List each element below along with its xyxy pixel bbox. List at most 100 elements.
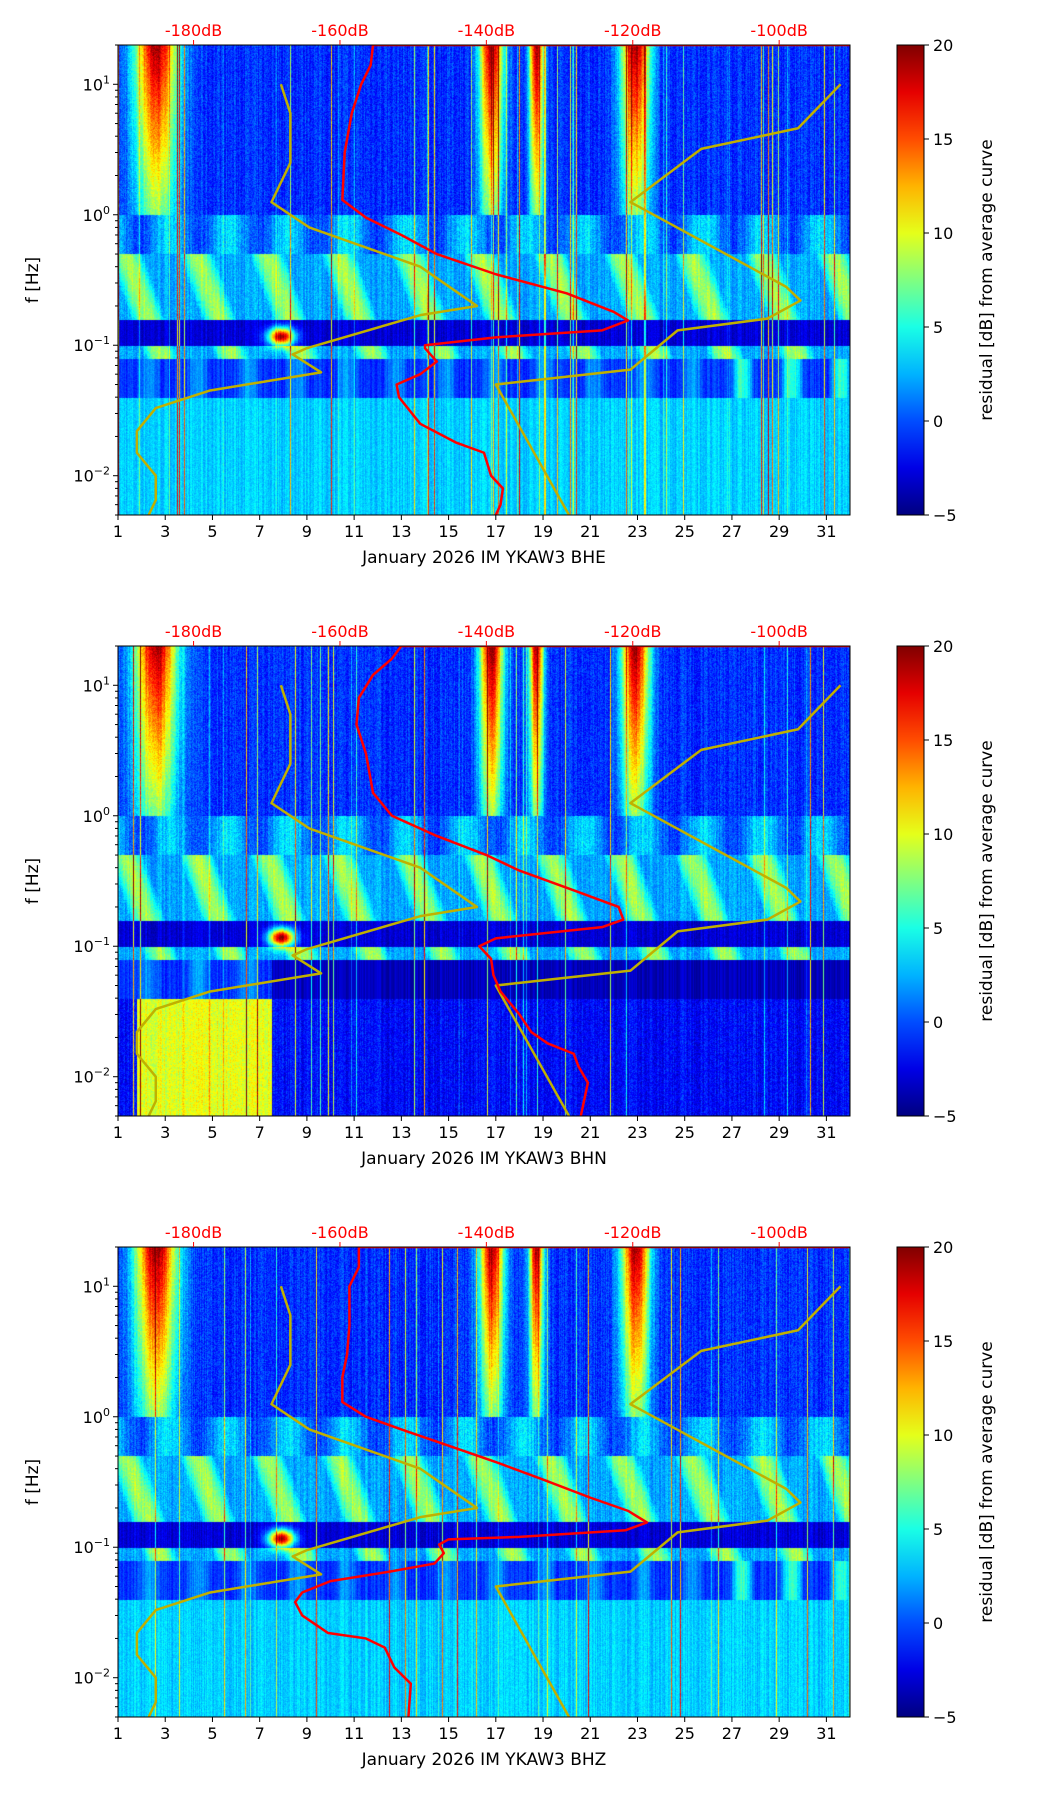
- y-tick-label: 10−1: [73, 935, 110, 956]
- db-tick-label: -160dB: [311, 21, 368, 40]
- x-tick-label: 9: [302, 1123, 312, 1142]
- x-axis-label: January 2026 IM YKAW3 BHN: [360, 1149, 607, 1169]
- db-tick-label: -100dB: [750, 1223, 807, 1242]
- spectrogram-image: [118, 646, 850, 1116]
- x-tick-label: 11: [344, 1724, 364, 1743]
- high-noise-model-line: [494, 1285, 842, 1717]
- colorbar-tick-label: 5: [933, 318, 943, 337]
- spectrogram-panel-3: 1 3 5 7 9 11 13 15 17 19 21 23 25 27 29 31 10−2 10−1 100 10…: [0, 1202, 1052, 1802]
- y-tick-label: 101: [83, 674, 110, 695]
- colorbar-tick-label: 10: [933, 825, 953, 844]
- x-axis-label: January 2026 IM YKAW3 BHE: [361, 548, 606, 568]
- x-tick-label: 3: [160, 1724, 170, 1743]
- x-tick-label: 27: [722, 522, 742, 541]
- db-tick-label: -120dB: [604, 21, 661, 40]
- y-tick-label: 101: [83, 1275, 110, 1296]
- x-tick-label: 31: [816, 1123, 836, 1142]
- colorbar-label: residual [dB] from average curve: [977, 1341, 997, 1622]
- y-tick-label: 100: [83, 805, 110, 826]
- x-tick-label: 7: [255, 522, 265, 541]
- db-tick-label: -100dB: [750, 21, 807, 40]
- colorbar-label: residual [dB] from average curve: [977, 740, 997, 1021]
- x-tick-label: 27: [722, 1724, 742, 1743]
- plot-frame: [117, 1246, 851, 1718]
- colorbar: [896, 1246, 925, 1718]
- x-tick-label: 1: [113, 522, 123, 541]
- x-tick-label: 17: [486, 1123, 506, 1142]
- x-tick-label: 29: [769, 522, 789, 541]
- colorbar-tick-label: 15: [933, 1332, 953, 1351]
- colorbar-tick-label: −5: [933, 1107, 957, 1126]
- plot-frame: [117, 44, 851, 516]
- y-tick-label: 10−2: [73, 1066, 110, 1087]
- x-tick-label: 31: [816, 1724, 836, 1743]
- chart-overlay: 1 3 5 7 9 11 13 15 17 19 21 23 25 27 29 3110−210−110010…: [23, 21, 997, 568]
- colorbar-label: residual [dB] from average curve: [977, 139, 997, 420]
- y-tick-label: 10−2: [73, 465, 110, 486]
- x-tick-label: 5: [207, 522, 217, 541]
- colorbar-tick-label: 10: [933, 224, 953, 243]
- x-axis-label: January 2026 IM YKAW3 BHZ: [361, 1750, 607, 1770]
- y-axis-label: f [Hz]: [23, 1459, 43, 1505]
- colorbar-tick-label: 10: [933, 1426, 953, 1445]
- colorbar-tick-label: 20: [933, 637, 953, 656]
- x-tick-label: 23: [627, 1724, 647, 1743]
- chart-overlay: 1 3 5 7 9 11 13 15 17 19 21 23 25 27 29 3110−210−110010…: [23, 1223, 997, 1770]
- chart-overlay: 1 3 5 7 9 11 13 15 17 19 21 23 25 27 29 3110−210−110010…: [23, 622, 997, 1169]
- x-tick-label: 19: [533, 522, 553, 541]
- x-tick-label: 27: [722, 1123, 742, 1142]
- x-tick-label: 15: [438, 522, 458, 541]
- x-tick-label: 7: [255, 1123, 265, 1142]
- colorbar-tick-label: 5: [933, 919, 943, 938]
- low-noise-model-line: [135, 83, 479, 515]
- y-tick-label: 10−2: [73, 1667, 110, 1688]
- colorbar-tick-label: 15: [933, 731, 953, 750]
- x-tick-label: 23: [627, 1123, 647, 1142]
- db-tick-label: -140dB: [458, 21, 515, 40]
- db-tick-label: -160dB: [311, 622, 368, 641]
- x-tick-label: 19: [533, 1123, 553, 1142]
- plot-frame: [117, 645, 851, 1117]
- colorbar-tick-label: 5: [933, 1520, 943, 1539]
- x-tick-label: 21: [580, 1123, 600, 1142]
- x-tick-label: 25: [675, 522, 695, 541]
- x-tick-label: 13: [391, 1724, 411, 1743]
- x-tick-label: 19: [533, 1724, 553, 1743]
- high-noise-model-line: [494, 83, 842, 515]
- x-tick-label: 9: [302, 522, 312, 541]
- low-noise-model-line: [135, 1285, 479, 1717]
- colorbar-tick-label: 15: [933, 130, 953, 149]
- colorbar-tick-label: 0: [933, 412, 943, 431]
- colorbar-tick-label: −5: [933, 1708, 957, 1727]
- spectrogram-image: [118, 1247, 850, 1717]
- db-tick-label: -180dB: [165, 622, 222, 641]
- y-tick-label: 100: [83, 1406, 110, 1427]
- low-noise-model-line: [135, 684, 479, 1116]
- x-tick-label: 25: [675, 1123, 695, 1142]
- x-tick-label: 29: [769, 1724, 789, 1743]
- x-tick-label: 7: [255, 1724, 265, 1743]
- y-tick-label: 10−1: [73, 334, 110, 355]
- db-tick-label: -180dB: [165, 1223, 222, 1242]
- colorbar-tick-label: 20: [933, 1238, 953, 1257]
- x-tick-label: 17: [486, 522, 506, 541]
- psd-curve-line: [293, 1247, 850, 1717]
- x-tick-label: 3: [160, 522, 170, 541]
- db-tick-label: -140dB: [458, 1223, 515, 1242]
- y-tick-label: 100: [83, 204, 110, 225]
- db-tick-label: -100dB: [750, 622, 807, 641]
- colorbar-tick-label: −5: [933, 506, 957, 525]
- x-tick-label: 11: [344, 1123, 364, 1142]
- psd-curve-line: [341, 45, 850, 515]
- x-tick-label: 25: [675, 1724, 695, 1743]
- x-tick-label: 9: [302, 1724, 312, 1743]
- db-tick-label: -180dB: [165, 21, 222, 40]
- x-tick-label: 31: [816, 522, 836, 541]
- x-tick-label: 11: [344, 522, 364, 541]
- y-axis-label: f [Hz]: [23, 858, 43, 904]
- x-tick-label: 1: [113, 1724, 123, 1743]
- x-tick-label: 5: [207, 1724, 217, 1743]
- spectrogram-panel-2: 1 3 5 7 9 11 13 15 17 19 21 23 25 27 29 31 10−2 10−1 100 10…: [0, 601, 1052, 1201]
- db-tick-label: -120dB: [604, 622, 661, 641]
